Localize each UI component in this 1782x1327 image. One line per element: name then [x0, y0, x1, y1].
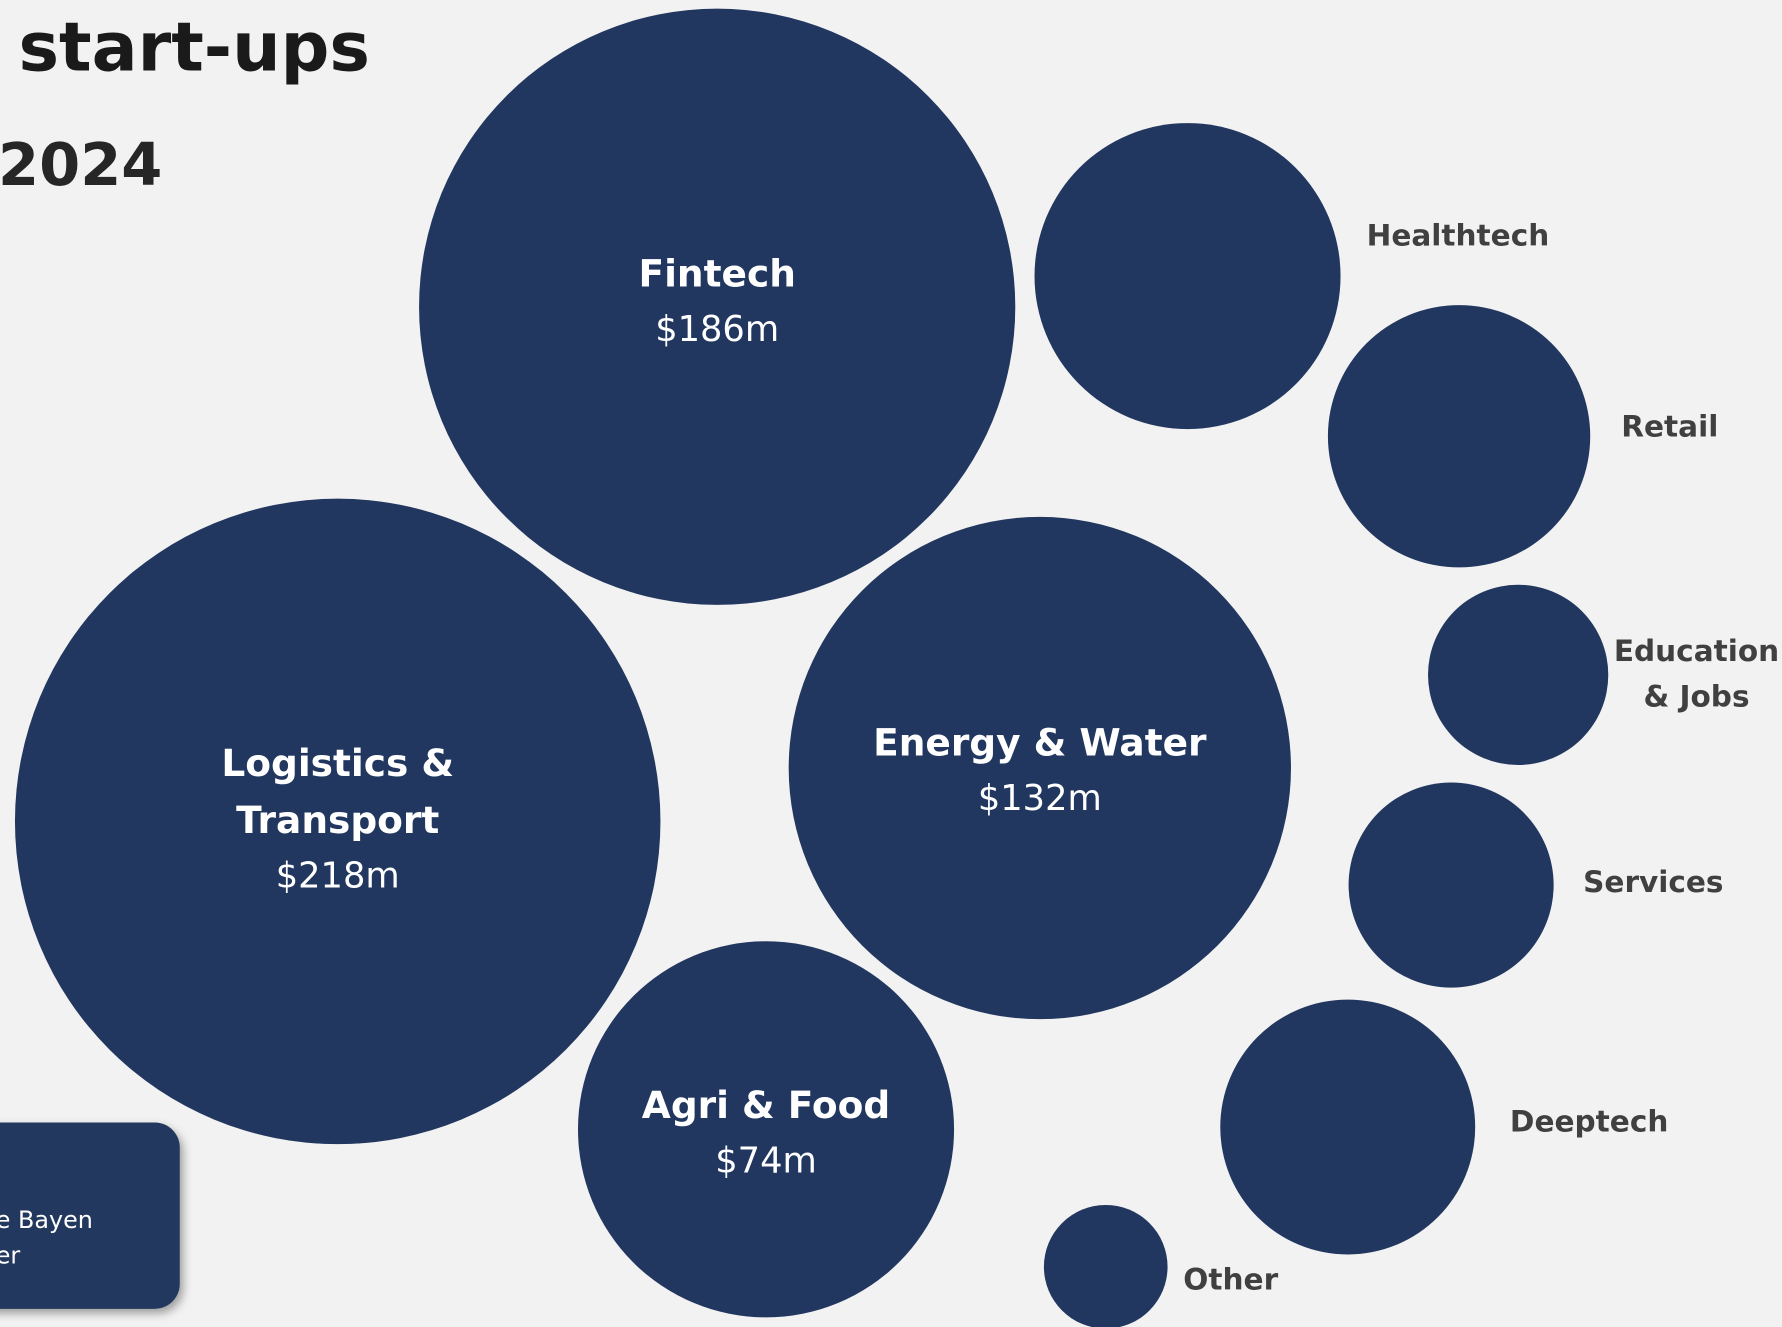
bubble-label: Healthtech — [1361, 214, 1554, 259]
bubble — [577, 941, 955, 1318]
bubble — [1428, 584, 1609, 765]
category-label: Energy & Water — [873, 720, 1207, 765]
label-block: Deeptech — [1507, 1100, 1672, 1145]
bubble — [14, 498, 661, 1145]
bubble — [1327, 305, 1591, 568]
value-label: $218m — [275, 855, 400, 897]
bubble — [1034, 123, 1341, 430]
label-block: Services — [1579, 860, 1727, 905]
category-label: Fintech — [638, 251, 796, 296]
category-label: Agri & Food — [641, 1082, 891, 1128]
bubble — [788, 516, 1291, 1020]
label-block: Other — [1180, 1258, 1282, 1303]
bubble-label: Energy & Water $132m — [813, 715, 1267, 829]
category-label: Other — [1183, 1263, 1279, 1298]
value-label: $186m — [655, 309, 780, 350]
label-block: Education & Jobs — [1611, 629, 1781, 720]
category-label: Logistics & Transport — [221, 740, 455, 842]
category-label: Education & Jobs — [1613, 635, 1780, 715]
note-line: er — [0, 1241, 20, 1269]
bubble-label: Agri & Food $74m — [539, 1077, 993, 1191]
bubble — [1348, 782, 1554, 988]
label-block: Agri & Food $74m — [539, 1077, 993, 1191]
bubble — [1043, 1204, 1168, 1327]
bubble-label: Deeptech — [1507, 1100, 1672, 1145]
bubble-label: Retail — [1616, 404, 1724, 449]
bubble — [1220, 999, 1476, 1255]
bubble-label: Other — [1180, 1258, 1282, 1303]
label-block: Fintech $186m — [490, 245, 944, 359]
chart-subtitle: 2024 — [0, 130, 162, 199]
bubble-label: Fintech $186m — [490, 245, 944, 359]
bubble-label: Services — [1579, 860, 1727, 905]
label-block: Energy & Water $132m — [813, 715, 1267, 829]
note-line: e Bayen — [0, 1206, 93, 1234]
category-label: Healthtech — [1366, 219, 1550, 254]
category-label: Retail — [1621, 410, 1719, 445]
bubble — [419, 8, 1016, 605]
bubble-label: Logistics & Transport $218m — [110, 735, 564, 905]
bubble-label: Education & Jobs — [1611, 629, 1781, 720]
label-block: Retail — [1616, 404, 1724, 449]
category-label: Deeptech — [1509, 1105, 1669, 1140]
value-label: $132m — [977, 778, 1102, 820]
label-block: Logistics & Transport $218m — [110, 735, 564, 905]
note-box — [0, 1122, 180, 1309]
chart-title: start-ups — [18, 8, 370, 87]
value-label: $74m — [715, 1140, 817, 1182]
category-label: Services — [1583, 865, 1724, 900]
label-block: Healthtech — [1361, 214, 1554, 259]
